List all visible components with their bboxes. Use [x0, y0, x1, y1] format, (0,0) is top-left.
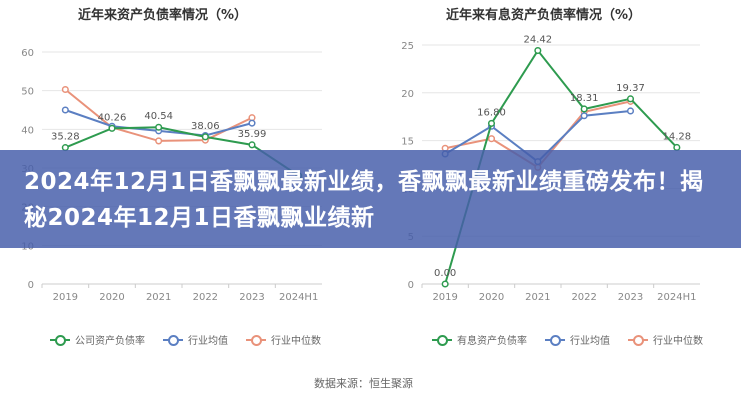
- data-point: [61, 85, 69, 94]
- headline-text: 2024年12月1日香飘飘最新业绩，香飘飘最新业绩重磅发布！揭秘2024年12月…: [24, 169, 704, 231]
- chart-1-title: 近年来资产负债率情况（%）: [78, 8, 248, 23]
- data-label: 0.00: [434, 268, 456, 279]
- legend-item[interactable]: 有息资产负债率: [432, 332, 527, 347]
- data-label: 14.28: [663, 131, 692, 142]
- series-line: [64, 126, 300, 177]
- x-tick-label: 2024H1: [279, 292, 318, 303]
- data-label: 40.54: [144, 111, 173, 122]
- legend-swatch-icon: [163, 334, 183, 346]
- legend-swatch-icon: [545, 334, 565, 346]
- data-label: 16.80: [477, 107, 506, 118]
- x-tick-label: 2023: [239, 292, 264, 303]
- data-point: [201, 133, 209, 141]
- legend-swatch-icon: [628, 334, 648, 346]
- x-tick-label: 2021: [525, 292, 550, 303]
- data-point: [248, 141, 256, 149]
- legend-label: 行业中位数: [653, 336, 703, 347]
- y-tick-label: 50: [21, 87, 34, 98]
- legend-item[interactable]: 行业中位数: [246, 332, 321, 347]
- y-tick-label: 20: [401, 89, 414, 100]
- data-label: 40.26: [98, 112, 127, 123]
- x-tick-label: 2019: [53, 292, 78, 303]
- legend-item[interactable]: 行业均值: [163, 332, 228, 347]
- y-tick-label: 0: [28, 280, 34, 291]
- headline-banner[interactable]: 2024年12月1日香飘飘最新业绩，香飘飘最新业绩重磅发布！揭秘2024年12月…: [0, 150, 741, 248]
- x-tick-label: 2020: [99, 292, 124, 303]
- data-point: [580, 105, 588, 113]
- data-point: [248, 119, 256, 127]
- chart-1-legend: 公司资产负债率 行业均值 行业中位数: [50, 332, 321, 347]
- legend-label: 公司资产负债率: [75, 336, 145, 347]
- legend-label: 行业均值: [570, 336, 610, 347]
- data-label: 19.37: [616, 83, 645, 94]
- x-tick-label: 2020: [479, 292, 504, 303]
- legend-swatch-icon: [246, 334, 266, 346]
- data-point: [534, 46, 542, 55]
- data-label: 24.42: [524, 35, 553, 46]
- data-point: [487, 119, 496, 127]
- data-point: [487, 135, 496, 143]
- data-point: [61, 106, 69, 114]
- data-point: [108, 124, 116, 132]
- data-label: 38.06: [191, 121, 220, 132]
- data-point: [155, 123, 163, 131]
- chart-2-title: 近年来有息资产负债率情况（%）: [446, 8, 642, 23]
- x-tick-label: 2024H1: [657, 292, 696, 303]
- y-tick-label: 0: [408, 280, 414, 291]
- x-tick-label: 2021: [146, 292, 171, 303]
- x-tick-label: 2022: [193, 292, 218, 303]
- data-point: [580, 112, 588, 120]
- x-tick-label: 2022: [571, 292, 596, 303]
- data-label: 18.31: [570, 93, 599, 104]
- data-point: [626, 107, 635, 115]
- legend-item[interactable]: 行业中位数: [628, 332, 703, 347]
- legend-label: 有息资产负债率: [457, 336, 527, 347]
- x-tick-label: 2019: [432, 292, 457, 303]
- data-point: [626, 95, 635, 103]
- legend-swatch-icon: [50, 334, 70, 346]
- data-point: [155, 137, 163, 145]
- y-tick-label: 15: [401, 137, 414, 148]
- data-label: 35.28: [51, 132, 80, 143]
- legend-item[interactable]: 行业均值: [545, 332, 610, 347]
- legend-label: 行业均值: [188, 336, 228, 347]
- legend-item[interactable]: 公司资产负债率: [50, 332, 145, 347]
- y-tick-label: 40: [21, 125, 34, 136]
- data-source: 数据来源：恒生聚源: [314, 377, 413, 390]
- data-label: 35.99: [238, 129, 267, 140]
- legend-swatch-icon: [432, 334, 452, 346]
- y-tick-label: 25: [401, 41, 414, 52]
- data-point: [441, 280, 449, 288]
- y-tick-label: 60: [21, 48, 34, 59]
- x-tick-label: 2023: [618, 292, 643, 303]
- chart-2-legend: 有息资产负债率 行业均值 行业中位数: [432, 332, 703, 347]
- legend-label: 行业中位数: [271, 336, 321, 347]
